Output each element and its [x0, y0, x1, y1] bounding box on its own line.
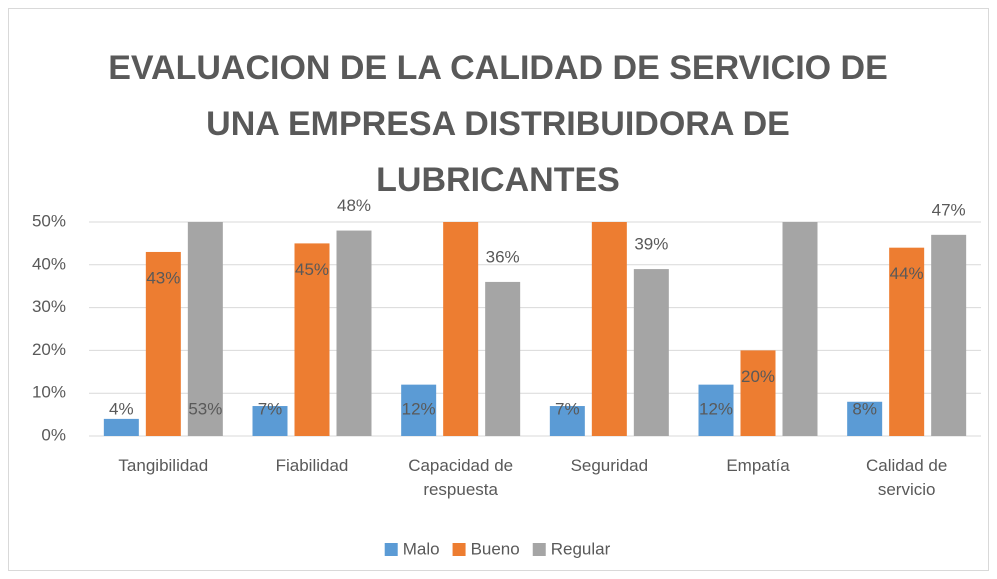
- legend-swatch: [452, 543, 466, 556]
- bar: [401, 384, 437, 436]
- data-label: 39%: [634, 235, 668, 254]
- legend-label: Bueno: [471, 539, 520, 558]
- data-label: 45%: [295, 260, 329, 279]
- y-tick-label: 40%: [32, 254, 66, 273]
- data-label: 48%: [337, 196, 371, 215]
- legend-swatch: [532, 543, 546, 556]
- x-tick-label: Fiabilidad: [275, 456, 349, 475]
- data-label: 12%: [699, 399, 733, 418]
- bar: [698, 384, 734, 436]
- y-tick-label: 30%: [32, 297, 66, 316]
- y-tick-label: 20%: [32, 340, 66, 359]
- bar: [740, 350, 776, 436]
- data-label: 43%: [146, 268, 180, 287]
- x-tick-label: Tangibilidad: [118, 456, 209, 475]
- bar: [549, 406, 585, 436]
- legend-label: Malo: [403, 539, 440, 558]
- legend-swatch: [384, 543, 398, 556]
- bar: [782, 222, 818, 436]
- bar: [443, 222, 479, 436]
- bar: [187, 222, 223, 436]
- chart-border: [8, 8, 989, 571]
- x-tick-label: Seguridad: [570, 456, 649, 475]
- data-label: 12%: [402, 399, 436, 418]
- data-label: 20%: [741, 367, 775, 386]
- data-label: 7%: [555, 399, 580, 418]
- y-tick-label: 10%: [32, 383, 66, 402]
- bar: [103, 418, 139, 436]
- x-tick-label: Empatía: [726, 456, 790, 475]
- x-tick-label: Capacidad de respuesta: [408, 456, 514, 499]
- y-tick-label: 50%: [32, 211, 66, 230]
- y-tick-label: 0%: [41, 425, 66, 444]
- bar: [889, 247, 925, 436]
- bar: [591, 222, 627, 436]
- chart-title: EVALUACION DE LA CALIDAD DE SERVICIO DE …: [108, 49, 888, 199]
- x-tick-label: Calidad de servicio: [866, 456, 948, 499]
- legend-label: Regular: [551, 539, 611, 558]
- bar: [294, 243, 330, 436]
- data-label: 53%: [188, 399, 222, 418]
- bar: [633, 269, 669, 436]
- data-label: 4%: [109, 399, 134, 418]
- bar: [485, 281, 521, 436]
- data-label: 47%: [932, 200, 966, 219]
- bar: [847, 401, 883, 436]
- bar: [336, 230, 372, 436]
- data-label: 44%: [890, 264, 924, 283]
- data-label: 7%: [258, 399, 283, 418]
- data-label: 36%: [486, 247, 520, 266]
- bar: [145, 251, 181, 436]
- bar: [931, 234, 967, 436]
- data-label: 8%: [852, 399, 877, 418]
- bar: [252, 406, 288, 436]
